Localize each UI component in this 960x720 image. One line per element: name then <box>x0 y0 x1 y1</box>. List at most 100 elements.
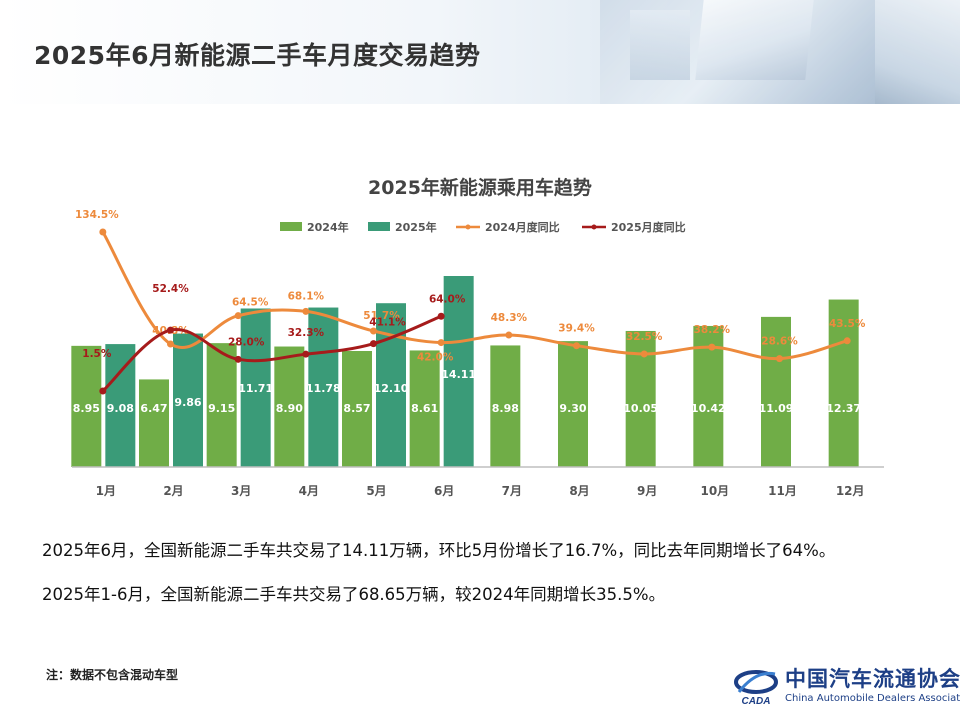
line-2025-label-3: 28.0% <box>228 336 265 348</box>
cada-logo-mark-text: CADA <box>742 696 771 707</box>
bar-2024-label-4: 8.90 <box>276 402 303 415</box>
bar-2024-label-7: 8.98 <box>492 402 519 415</box>
bar-2024-label-1: 8.95 <box>73 402 100 415</box>
bar-2024-label-3: 9.15 <box>208 402 235 415</box>
line-2025-label-2: 52.4% <box>152 283 189 295</box>
line-2025-label-5: 41.1% <box>369 317 406 329</box>
header-decoration <box>600 0 960 104</box>
bar-2025-label-2: 9.86 <box>174 396 201 409</box>
bar-2024-5 <box>342 350 372 467</box>
line-2025-point-2 <box>167 326 174 334</box>
line-2024-label-5: 51.7% <box>363 310 400 322</box>
line-2024-point-6 <box>437 339 445 347</box>
line-2024-point-12 <box>843 337 851 345</box>
line-2024-point-8 <box>573 342 580 350</box>
bar-2024-label-10: 10.42 <box>691 402 726 415</box>
bar-2024-label-8: 9.30 <box>559 402 586 415</box>
line-2024-label-9: 32.5% <box>626 331 663 343</box>
bar-2024-11 <box>761 316 791 467</box>
bar-2024-4 <box>274 346 305 467</box>
x-tick-label-12: 12月 <box>836 484 865 498</box>
line-2025-point-1 <box>99 387 107 395</box>
line-2025-point-5 <box>370 340 377 348</box>
line-2024-point-9 <box>640 350 648 358</box>
line-2024-point-7 <box>505 331 513 339</box>
line-2025-point-6 <box>437 312 445 320</box>
page-title: 2025年6月新能源二手车月度交易趋势 <box>34 41 481 70</box>
line-2025-yoy <box>101 314 442 393</box>
bar-2024-12 <box>828 299 859 467</box>
x-tick-label-1: 1月 <box>96 484 116 498</box>
bar-2025-6 <box>443 276 474 467</box>
trend-chart: 2025年新能源乘用车趋势 2024年 2025年 2024月度同比 2025月度同比 8… <box>71 176 884 498</box>
x-tick-label-6: 6月 <box>434 484 454 498</box>
bar-2024-label-9: 10.05 <box>623 402 658 415</box>
bar-2025-label-1: 9.08 <box>107 402 134 415</box>
line-2024-label-3: 64.5% <box>232 297 269 309</box>
line-2024-point-1 <box>99 228 107 236</box>
line-2025-point-3 <box>234 355 242 363</box>
line-2024-label-4: 68.1% <box>288 290 325 302</box>
x-tick-label-10: 10月 <box>700 484 729 498</box>
legend-label-0: 2024年 <box>307 220 349 234</box>
bar-2025-label-3: 11.71 <box>238 382 273 395</box>
legend-marker-3 <box>591 224 597 230</box>
line-2024-label-12: 43.5% <box>829 318 866 330</box>
cada-logo-icon: CADA <box>734 670 778 707</box>
legend-label-1: 2025年 <box>395 220 437 234</box>
summary-note-june: 2025年6月，全国新能源二手车共交易了14.11万辆，环比5月份增长了16.7… <box>42 541 836 560</box>
logo-name-en: China Automobile Dealers Association <box>785 693 960 704</box>
cada-logo: CADA 中国汽车流通协会 China Automobile Dealers A… <box>733 660 960 710</box>
line-2025-label-4: 32.3% <box>288 327 325 339</box>
line-2025-label-1: 1.5% <box>82 348 112 360</box>
bar-2025-4 <box>308 307 339 467</box>
bar-2024-8 <box>558 341 588 467</box>
logo-name-cn: 中国汽车流通协会 <box>785 666 960 691</box>
x-tick-label-2: 2月 <box>163 484 183 498</box>
legend-marker-2 <box>465 224 471 230</box>
line-2024-point-11 <box>776 355 783 363</box>
footnote: 注：数据不包含混动车型 <box>46 668 179 682</box>
bar-2024-label-5: 8.57 <box>343 402 370 415</box>
x-tick-label-4: 4月 <box>299 484 319 498</box>
bar-2024-6 <box>409 350 440 467</box>
bar-2024-label-11: 11.09 <box>759 402 794 415</box>
line-2024-label-1: 134.5% <box>75 209 119 221</box>
bar-2025-label-4: 11.78 <box>306 382 341 395</box>
line-2024-point-10 <box>708 343 716 351</box>
bar-2024-3 <box>206 343 237 467</box>
legend-swatch-1 <box>368 222 390 231</box>
summary-note-ytd: 2025年1-6月，全国新能源二手车共交易了68.65万辆，较2024年同期增长… <box>42 585 666 604</box>
chart-title: 2025年新能源乘用车趋势 <box>368 176 592 199</box>
bar-2024-label-12: 12.37 <box>826 402 861 415</box>
line-2025-label-6: 64.0% <box>429 293 466 305</box>
line-2025-point-4 <box>302 350 310 358</box>
header-banner: 2025年6月新能源二手车月度交易趋势 <box>0 0 960 104</box>
line-2024-point-5 <box>370 327 377 335</box>
line-2024-point-4 <box>302 307 310 315</box>
legend-label-3: 2025月度同比 <box>611 220 686 234</box>
bar-2024-7 <box>490 345 521 467</box>
bar-2024-label-2: 6.47 <box>140 402 167 415</box>
bar-2024-9 <box>625 330 656 467</box>
x-tick-label-11: 11月 <box>768 484 797 498</box>
legend-swatch-0 <box>280 222 302 231</box>
bar-2025-2 <box>173 333 203 467</box>
line-2024-label-8: 39.4% <box>558 323 595 335</box>
bar-2024-2 <box>139 379 169 467</box>
x-tick-label-5: 5月 <box>366 484 386 498</box>
x-tick-label-9: 9月 <box>637 484 657 498</box>
bar-2024-10 <box>693 325 724 467</box>
bar-2024-1 <box>71 345 102 467</box>
bar-2024-label-6: 8.61 <box>411 402 438 415</box>
line-2024-point-2 <box>167 340 174 348</box>
x-tick-label-7: 7月 <box>502 484 522 498</box>
legend-label-2: 2024月度同比 <box>485 220 560 234</box>
line-2024-label-6: 42.0% <box>417 352 454 364</box>
bar-2025-5 <box>376 303 406 467</box>
x-tick-label-8: 8月 <box>569 484 589 498</box>
x-tick-label-3: 3月 <box>231 484 251 498</box>
line-2024-label-7: 48.3% <box>491 312 528 324</box>
line-2024-yoy <box>101 231 848 361</box>
line-2024-label-11: 28.6% <box>761 336 798 348</box>
